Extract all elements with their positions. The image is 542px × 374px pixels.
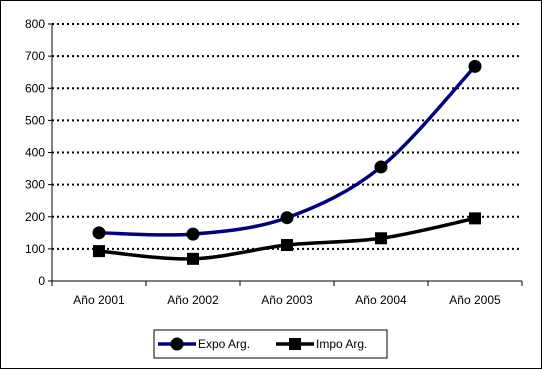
- y-tick-label: 700: [25, 49, 45, 63]
- y-tick-label: 200: [25, 210, 45, 224]
- y-tick-label: 800: [25, 17, 45, 31]
- legend-label: Impo Arg.: [316, 337, 367, 351]
- data-point: [186, 227, 200, 241]
- legend-marker: [170, 337, 184, 351]
- data-point: [92, 226, 106, 240]
- x-tick-label: Año 2005: [449, 293, 501, 307]
- x-tick-label: Año 2004: [355, 293, 407, 307]
- y-tick-labels: 0 100 200 300 400 500 600 700 800: [25, 17, 45, 288]
- x-tick-labels: Año 2001 Año 2002 Año 2003 Año 2004 Año 2005: [73, 293, 501, 307]
- data-point: [93, 245, 105, 258]
- axes: [51, 24, 522, 282]
- y-tick-label: 600: [25, 81, 45, 95]
- data-point: [374, 160, 388, 174]
- legend-label: Expo Arg.: [198, 337, 250, 351]
- series: [92, 59, 482, 265]
- data-point: [469, 212, 481, 225]
- y-tick-label: 300: [25, 178, 45, 192]
- data-point: [280, 211, 294, 225]
- y-tick-label: 400: [25, 146, 45, 160]
- data-point: [187, 252, 199, 265]
- y-tick-label: 500: [25, 113, 45, 127]
- x-tick-label: Año 2003: [261, 293, 313, 307]
- series-1: [92, 59, 482, 241]
- x-tick-label: Año 2001: [73, 293, 125, 307]
- y-tick-label: 100: [25, 242, 45, 256]
- legend-box: [153, 329, 388, 359]
- data-point: [468, 59, 482, 73]
- x-tick-label: Año 2002: [167, 293, 219, 307]
- data-point: [375, 232, 387, 245]
- series-2: [93, 212, 481, 265]
- legend: Expo Arg. Impo Arg.: [153, 329, 388, 359]
- legend-marker: [289, 338, 301, 350]
- y-tick-label: 0: [38, 274, 45, 288]
- data-point: [281, 239, 293, 252]
